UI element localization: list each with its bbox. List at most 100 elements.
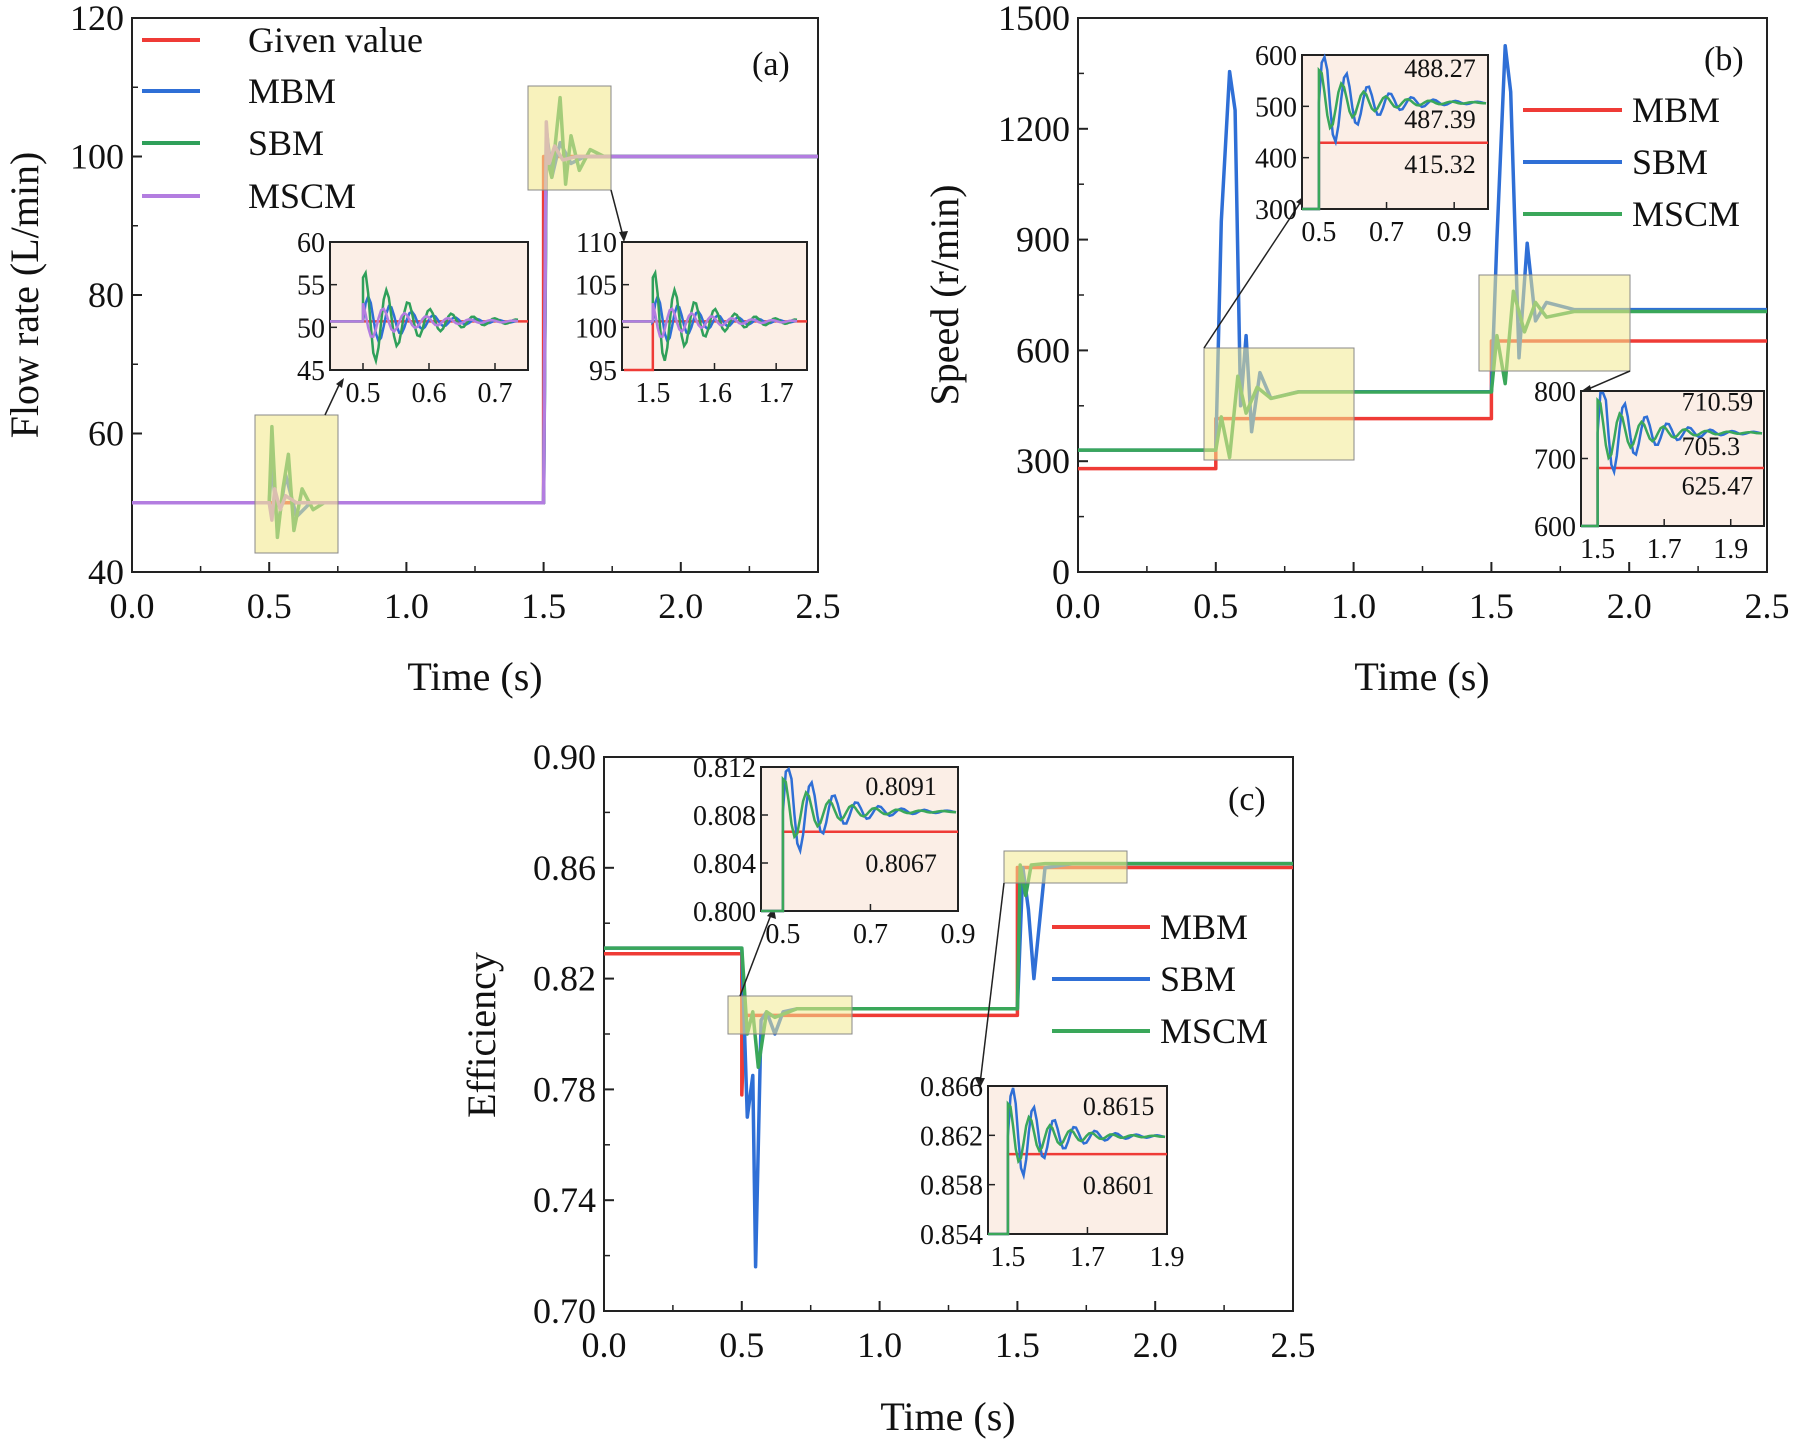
- x-tick-label: 1.5: [995, 1325, 1040, 1365]
- inset-y-tick-label: 0.854: [920, 1220, 983, 1251]
- y-tick-label: 100: [70, 137, 124, 177]
- y-tick-label: 0.74: [533, 1180, 596, 1220]
- legend-label-sbm: SBM: [1632, 142, 1708, 182]
- panel-b-speed: 0.0 0.5 1.0 1.5 2.0 2.5 0 300 600 900 1200 1500 300…: [922, 0, 1790, 699]
- legend-label-sbm: SBM: [1160, 959, 1236, 999]
- inset-series-trace: [330, 292, 519, 344]
- inset-series-trace: [622, 302, 798, 339]
- inset-annotation: 625.47: [1682, 471, 1754, 500]
- inset-y-tick-label: 60: [297, 228, 325, 259]
- legend-label-sbm: SBM: [248, 123, 324, 163]
- x-tick-label: 1.5: [1469, 586, 1514, 626]
- inset-y-tick-label: 0.858: [920, 1171, 983, 1202]
- inset-y-tick-label: 300: [1255, 195, 1297, 226]
- inset-annotation: 0.8601: [1083, 1171, 1155, 1200]
- panel-a-zoom-box-2: [527, 85, 612, 191]
- panel-b-inset-1: 300 400 500 600 0.5 0.7 0.9 488.27 487.39 415.32: [1255, 41, 1489, 248]
- inset-x-tick-label: 0.6: [412, 378, 447, 409]
- panel-c-xlabel: Time (s): [880, 1394, 1015, 1439]
- y-tick-label: 80: [88, 275, 124, 315]
- y-tick-label: 600: [1016, 330, 1070, 370]
- panel-c-connector-1: [739, 911, 773, 997]
- inset-x-tick-label: 1.7: [759, 378, 794, 409]
- inset-series-trace: [1302, 66, 1486, 211]
- panel-c-connector-2: [979, 882, 1005, 1085]
- y-tick-label: 60: [88, 414, 124, 454]
- inset-y-tick-label: 100: [575, 313, 617, 344]
- inset-annotation: 705.3: [1682, 432, 1741, 461]
- inset-x-tick-label: 0.5: [1301, 217, 1336, 248]
- panel-b-tag: (b): [1704, 41, 1744, 78]
- inset-annotation: 415.32: [1404, 150, 1476, 179]
- legend-label-mscm: MSCM: [248, 176, 356, 216]
- y-tick-label: 0.70: [533, 1291, 596, 1331]
- x-tick-label: 2.5: [1745, 586, 1790, 626]
- inset-series-trace: [988, 1087, 1166, 1236]
- y-tick-label: 0.90: [533, 737, 596, 777]
- panel-b-zoom-box-1: [1203, 347, 1355, 461]
- inset-frame: [621, 241, 808, 371]
- x-tick-label: 2.5: [796, 586, 841, 626]
- legend-label-mbm: MBM: [248, 71, 336, 111]
- panel-a-connector-2: [610, 189, 624, 237]
- panel-b-legend: MBM SBM MSCM: [1523, 90, 1740, 234]
- panel-b-inset-2: 600 700 800 1.5 1.7 1.9 710.59 705.3 625.47: [1534, 377, 1765, 565]
- x-tick-label: 0.0: [110, 586, 155, 626]
- inset-annotation: 0.8091: [865, 772, 937, 801]
- inset-series-trace: [330, 302, 519, 339]
- inset-y-tick-label: 800: [1534, 377, 1576, 408]
- x-tick-label: 1.0: [384, 586, 429, 626]
- inset-y-tick-label: 0.808: [693, 801, 756, 832]
- x-tick-label: 1.0: [1331, 586, 1376, 626]
- panel-a-ylabel: Flow rate (L/min): [2, 152, 47, 439]
- panel-b-axes: 0.0 0.5 1.0 1.5 2.0 2.5 0 300 600 900 1200 1500: [998, 0, 1790, 626]
- inset-x-tick-label: 1.5: [990, 1242, 1025, 1273]
- y-tick-label: 0.78: [533, 1069, 596, 1109]
- y-tick-label: 0.86: [533, 848, 596, 888]
- panel-c-inset-1: 0.800 0.804 0.808 0.812 0.5 0.7 0.9 0.8091 0.806…: [693, 753, 976, 950]
- x-tick-label: 0.5: [1193, 586, 1238, 626]
- inset-y-tick-label: 0.800: [693, 897, 756, 928]
- x-tick-label: 2.0: [658, 586, 703, 626]
- panel-c-connector-2-arrow: [975, 1078, 985, 1088]
- legend-label-mscm: MSCM: [1632, 194, 1740, 234]
- x-tick-label: 0.5: [247, 586, 292, 626]
- x-tick-label: 1.5: [521, 586, 566, 626]
- panel-b-connector-2: [1585, 370, 1631, 391]
- y-tick-label: 40: [88, 552, 124, 592]
- inset-series-trace: [1581, 391, 1763, 528]
- inset-y-tick-label: 700: [1534, 445, 1576, 476]
- inset-x-tick-label: 0.7: [478, 378, 513, 409]
- inset-series-trace: [1581, 397, 1762, 528]
- inset-x-tick-label: 1.7: [1070, 1242, 1105, 1273]
- inset-x-tick-label: 0.9: [1437, 217, 1472, 248]
- inset-annotation: 0.8615: [1083, 1092, 1155, 1121]
- panel-a-connector-1-arrow: [336, 378, 344, 388]
- panel-a-zoom-box-1: [254, 414, 339, 554]
- x-tick-label: 2.0: [1607, 586, 1652, 626]
- inset-x-tick-label: 0.7: [853, 919, 888, 950]
- inset-frame: [329, 241, 529, 371]
- inset-y-tick-label: 0.862: [920, 1121, 983, 1152]
- inset-y-tick-label: 45: [297, 356, 325, 387]
- inset-series-trace: [1302, 53, 1487, 211]
- legend-label-given: Given value: [248, 20, 423, 60]
- inset-y-tick-label: 105: [575, 271, 617, 302]
- legend-label-mscm: MSCM: [1160, 1011, 1268, 1051]
- inset-x-tick-label: 0.5: [765, 919, 800, 950]
- panel-a-inset-1: 45 50 55 60 0.5 0.6 0.7: [297, 228, 529, 409]
- inset-x-tick-label: 0.5: [346, 378, 381, 409]
- panel-c-zoom-box-2: [1003, 850, 1128, 884]
- panel-c-inset-2: 0.854 0.858 0.862 0.866 1.5 1.7 1.9 0.8615 0.860…: [920, 1072, 1185, 1273]
- panel-c-tag: (c): [1228, 781, 1266, 818]
- x-tick-label: 0.0: [1056, 586, 1101, 626]
- inset-x-tick-label: 1.7: [1647, 534, 1682, 565]
- inset-y-tick-label: 0.866: [920, 1072, 983, 1103]
- inset-y-tick-label: 500: [1255, 92, 1297, 123]
- y-tick-label: 1500: [998, 0, 1070, 38]
- panel-a-connector-1: [324, 382, 341, 416]
- panel-c-zoom-box-1: [727, 995, 853, 1035]
- inset-x-tick-label: 0.7: [1369, 217, 1404, 248]
